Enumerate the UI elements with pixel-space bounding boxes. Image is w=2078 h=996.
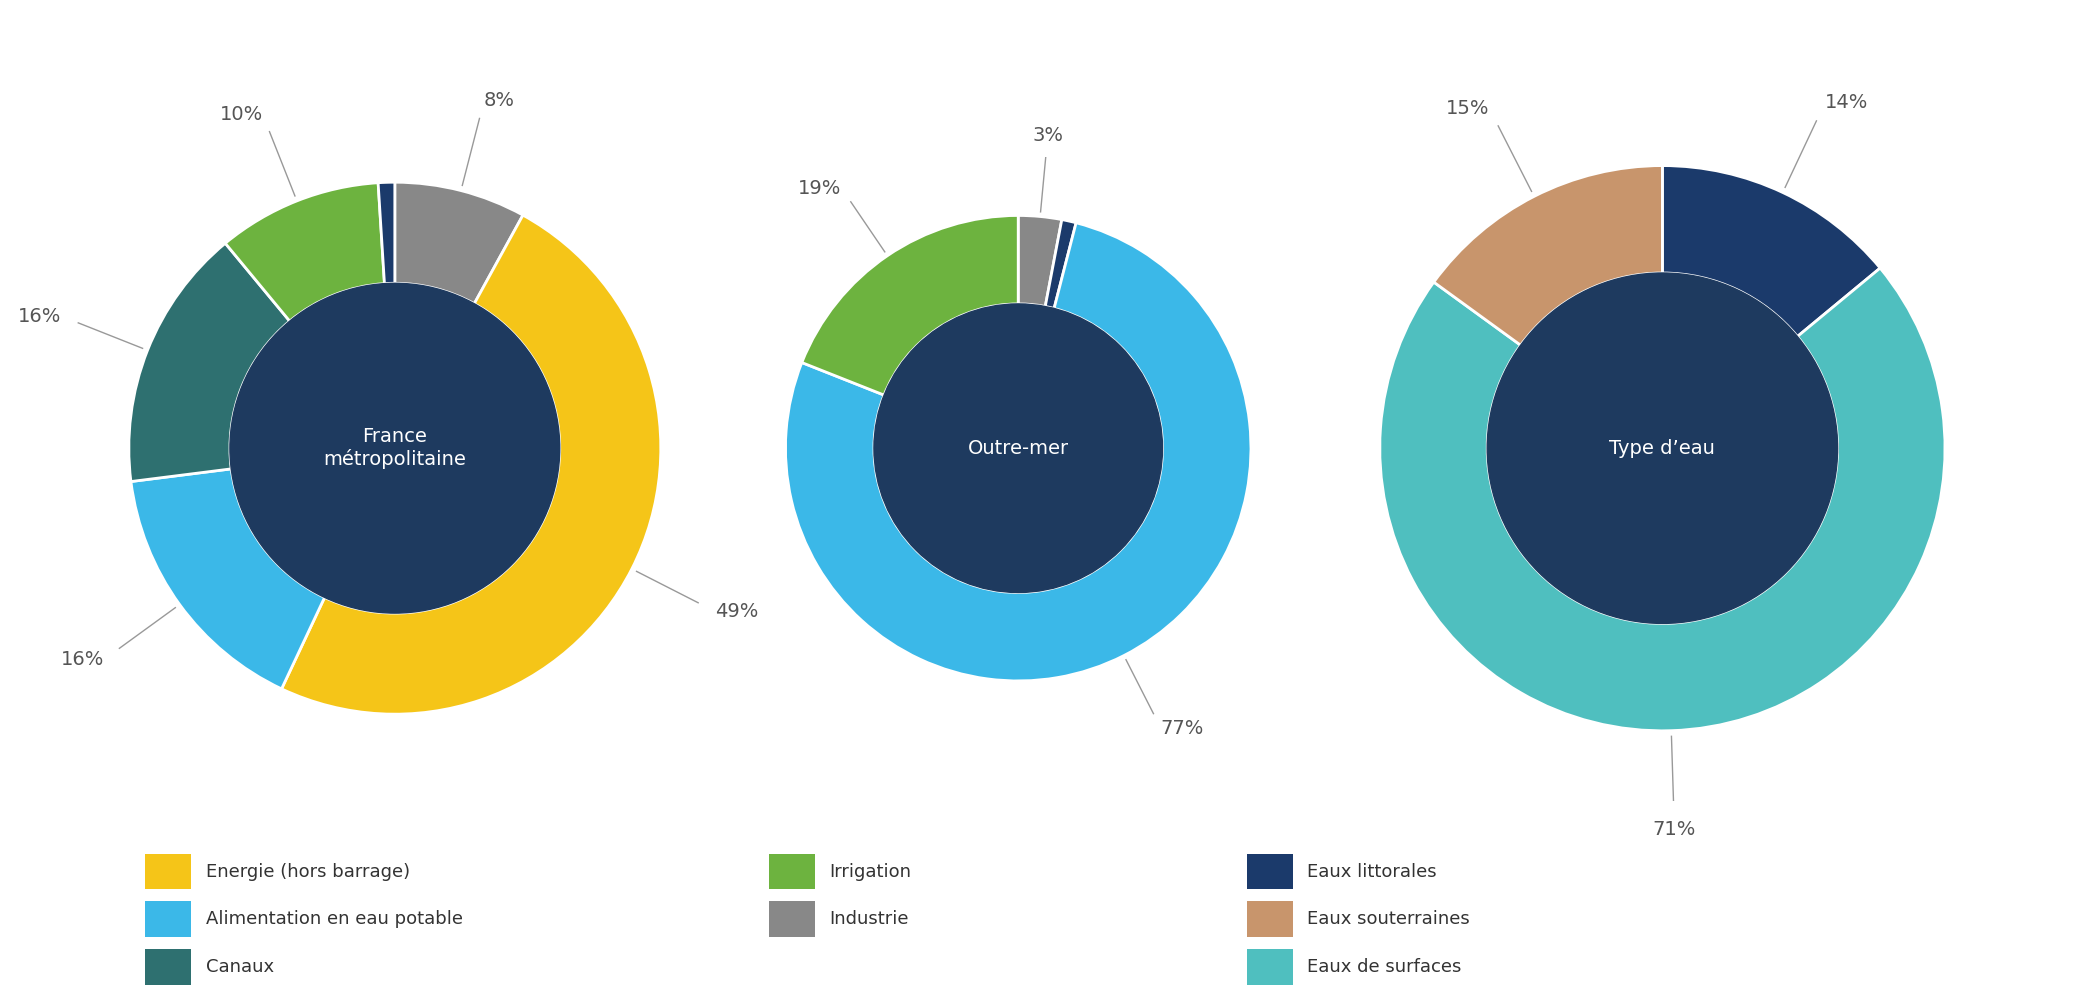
- Text: 77%: 77%: [1162, 719, 1205, 738]
- Circle shape: [875, 304, 1162, 593]
- Text: Eaux de surfaces: Eaux de surfaces: [1307, 958, 1461, 976]
- Text: Eaux littorales: Eaux littorales: [1307, 863, 1436, 880]
- Wedge shape: [1662, 165, 1881, 337]
- Circle shape: [1488, 273, 1837, 623]
- Wedge shape: [802, 215, 1018, 395]
- Circle shape: [231, 283, 559, 614]
- Wedge shape: [378, 182, 395, 284]
- Wedge shape: [1045, 219, 1076, 309]
- Text: 3%: 3%: [1033, 125, 1064, 144]
- Wedge shape: [1018, 215, 1062, 307]
- Text: Industrie: Industrie: [829, 910, 908, 928]
- Text: 16%: 16%: [60, 649, 104, 668]
- Wedge shape: [1434, 165, 1662, 346]
- Text: 71%: 71%: [1652, 820, 1696, 839]
- Wedge shape: [224, 182, 384, 321]
- Wedge shape: [131, 469, 324, 689]
- Text: 19%: 19%: [798, 179, 842, 198]
- Text: 16%: 16%: [17, 307, 60, 326]
- Text: Energie (hors barrage): Energie (hors barrage): [206, 863, 409, 880]
- Text: Irrigation: Irrigation: [829, 863, 910, 880]
- Text: Canaux: Canaux: [206, 958, 274, 976]
- Text: Eaux souterraines: Eaux souterraines: [1307, 910, 1469, 928]
- Text: Outre-mer: Outre-mer: [968, 438, 1068, 458]
- Text: Alimentation en eau potable: Alimentation en eau potable: [206, 910, 463, 928]
- Text: 14%: 14%: [1824, 94, 1868, 113]
- Text: 8%: 8%: [484, 91, 515, 110]
- Text: 49%: 49%: [715, 602, 758, 621]
- Text: 10%: 10%: [220, 105, 262, 124]
- Wedge shape: [129, 243, 289, 481]
- Text: Type d’eau: Type d’eau: [1610, 438, 1714, 458]
- Text: 15%: 15%: [1446, 99, 1490, 118]
- Text: France
métropolitaine: France métropolitaine: [324, 427, 465, 469]
- Wedge shape: [283, 215, 661, 714]
- Wedge shape: [785, 223, 1251, 681]
- Wedge shape: [1380, 268, 1945, 731]
- Wedge shape: [395, 182, 524, 304]
